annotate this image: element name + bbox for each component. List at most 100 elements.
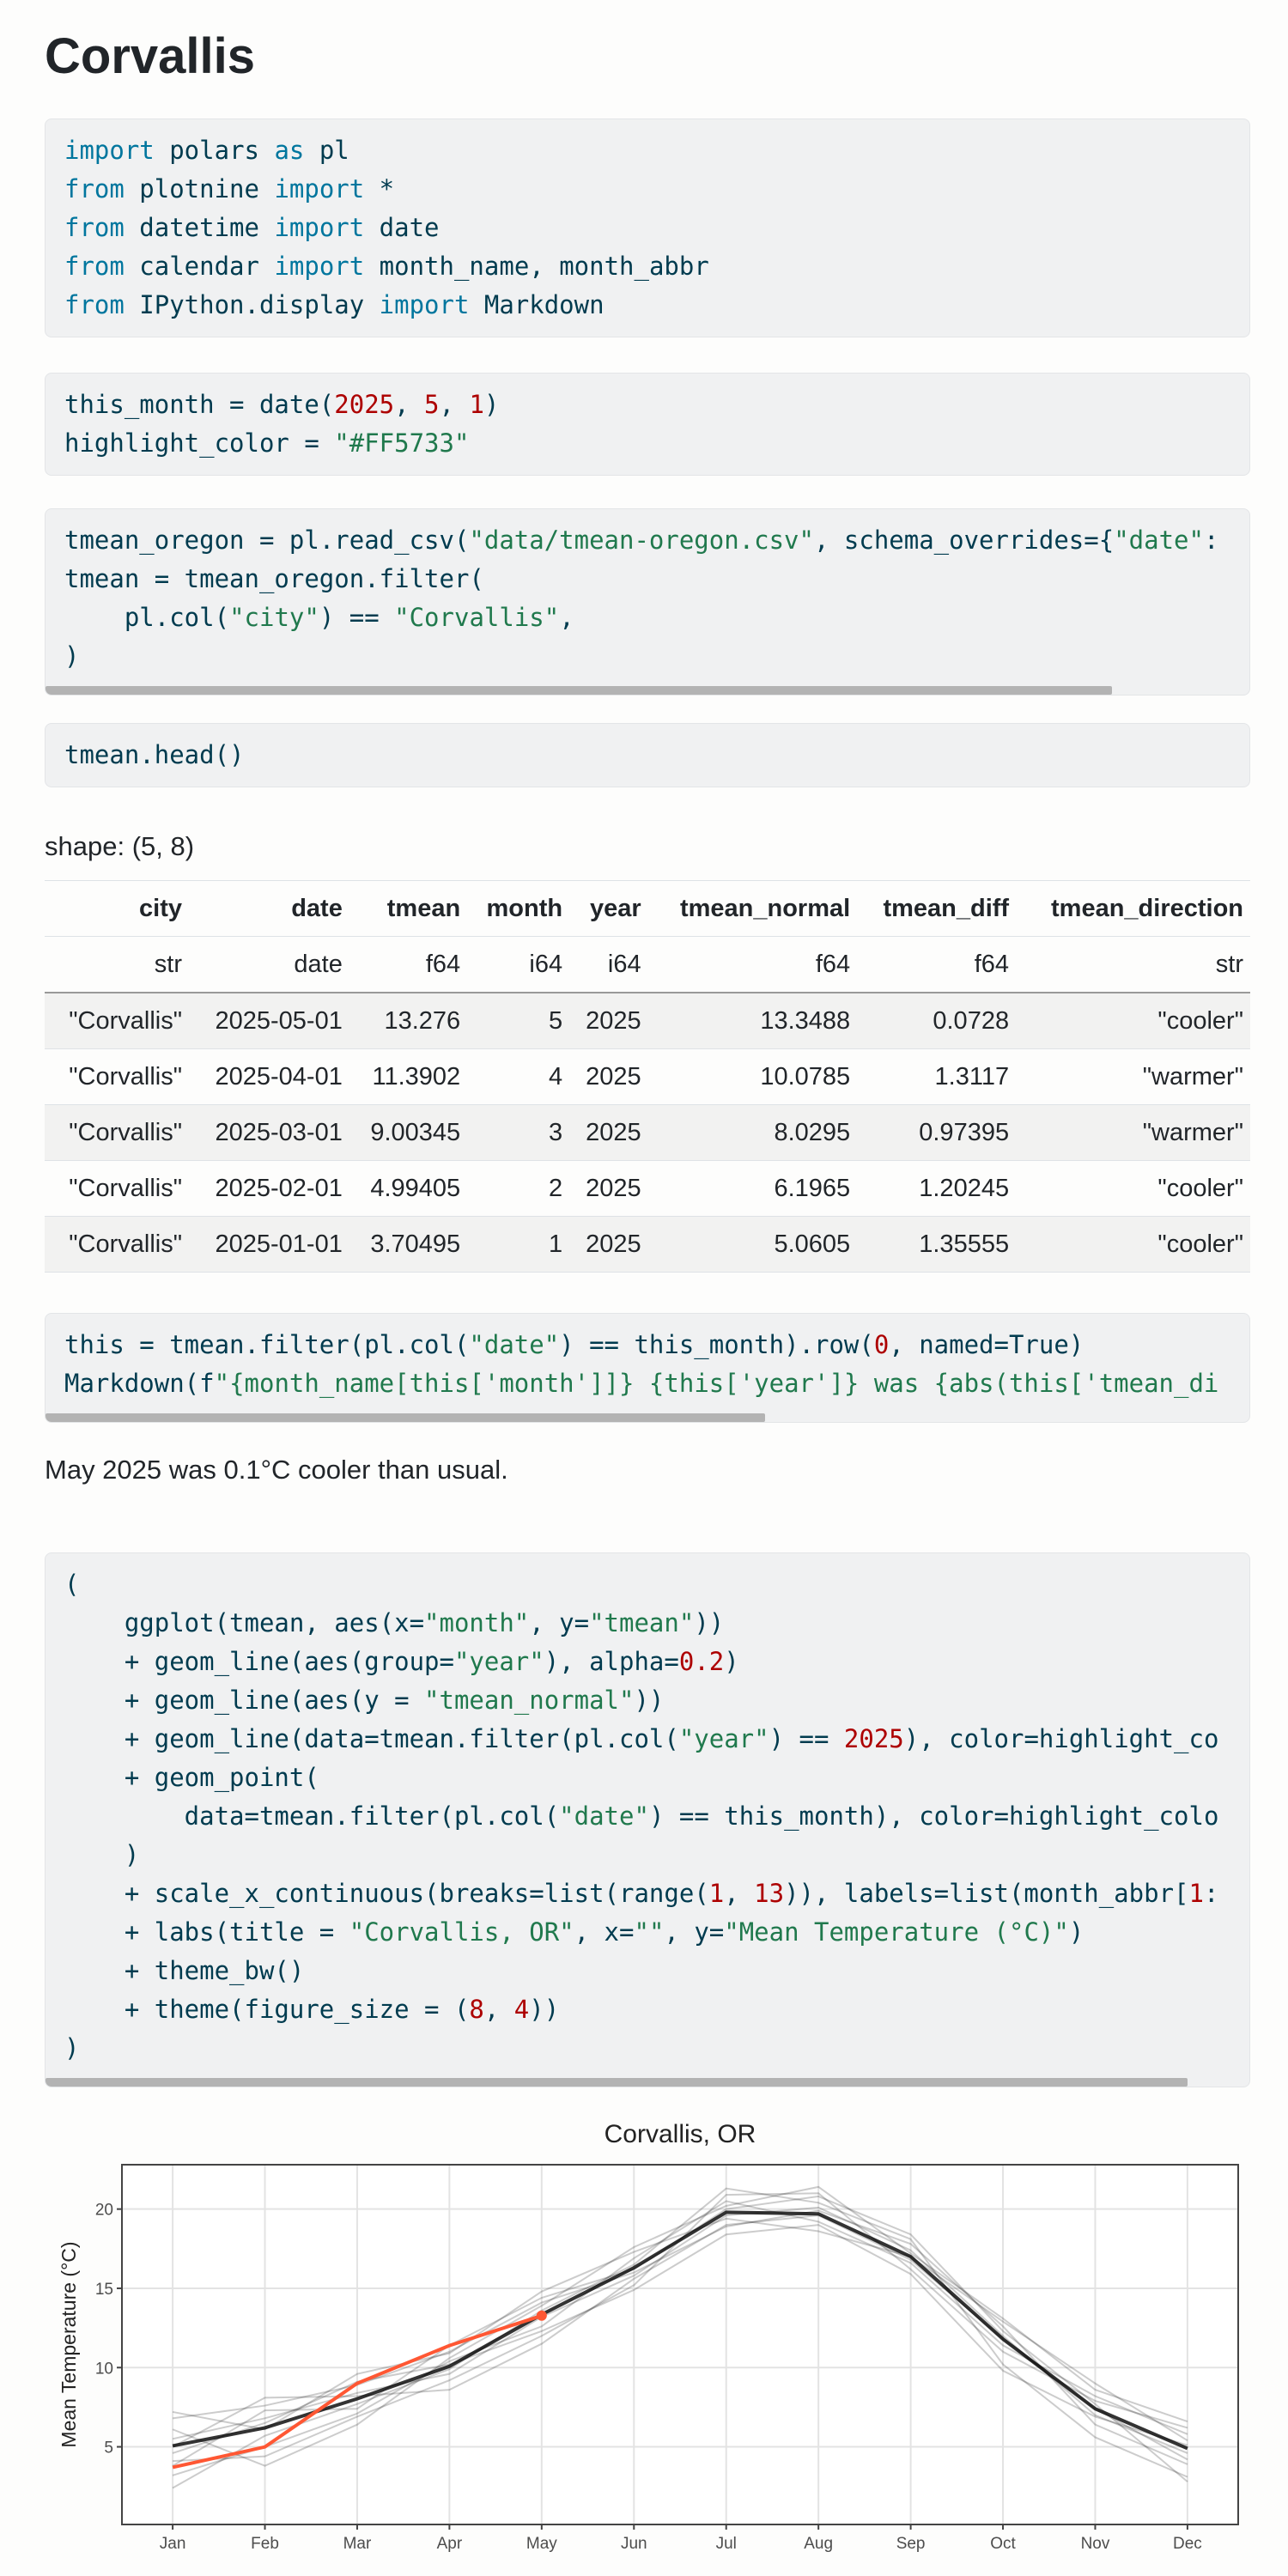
cell: 3 <box>548 1118 563 1146</box>
cell: "Corvallis" <box>69 1062 182 1091</box>
series-line <box>172 2187 1188 2489</box>
code-line: ggplot(tmean, aes(x="month", y="tmean")) <box>64 1608 725 1637</box>
cell: 13.276 <box>384 1006 461 1035</box>
table-row: "Corvallis" 2025-01-01 3.70495 1 2025 5.0605 1… <box>45 1216 1250 1273</box>
code-line: + geom_line(aes(group="year"), alpha=0.2… <box>64 1647 739 1676</box>
code-line: Markdown(f"{month_name[this['month']]} {… <box>64 1369 1219 1398</box>
table-wrap: city date tmean month year tmean_normal tmean_… <box>45 880 1250 1273</box>
data-table: city date tmean month year tmean_normal tmean_… <box>45 880 1250 1273</box>
x-tick-label: Sep <box>896 2535 926 2553</box>
code-block: this = tmean.filter(pl.col("date") == th… <box>45 1313 1250 1423</box>
scrollbar <box>46 686 1112 695</box>
cell: 2025 <box>586 1062 641 1091</box>
x-tick-label: Feb <box>251 2535 279 2553</box>
cell: 2025-04-01 <box>215 1062 343 1091</box>
cell: 6.1965 <box>774 1174 851 1202</box>
chart-title: Corvallis, OR <box>605 2120 756 2148</box>
code-line: import polars as pl <box>64 136 349 165</box>
series-line <box>172 2210 1188 2451</box>
series-line <box>172 2224 1188 2454</box>
y-axis-label: Mean Temperature (°C) <box>58 2241 80 2447</box>
cell: 2025-03-01 <box>215 1118 343 1146</box>
cell: "Corvallis" <box>69 1230 182 1258</box>
cell: "warmer" <box>1142 1062 1243 1091</box>
y-tick-label: 15 <box>95 2281 113 2299</box>
code-line: tmean_oregon = pl.read_csv("data/tmean-o… <box>64 526 1219 555</box>
cell: 5 <box>548 1006 563 1035</box>
table-row: "Corvallis" 2025-02-01 4.99405 2 2025 6.1965 1… <box>45 1160 1250 1217</box>
x-tick-label: Jun <box>621 2535 647 2553</box>
chart: Corvallis, OR Mean Temperature (°C) 5 10 15 2… <box>58 2120 1239 2553</box>
code-line: + scale_x_continuous(breaks=list(range(1… <box>64 1879 1219 1908</box>
code-line: ) <box>64 1840 140 1869</box>
cell: "Corvallis" <box>69 1118 182 1146</box>
dtype: i64 <box>607 950 641 978</box>
column-header: date <box>291 894 343 922</box>
cell: "Corvallis" <box>69 1174 182 1202</box>
cell: "Corvallis" <box>69 1006 182 1035</box>
x-tick-label: Aug <box>804 2535 833 2553</box>
dtype: f64 <box>974 950 1010 978</box>
column-header: tmean <box>386 894 461 922</box>
code-line: ) <box>64 641 80 671</box>
cell: 5.0605 <box>774 1230 851 1258</box>
scrollbar <box>46 2078 1188 2087</box>
plot-border <box>121 2164 1239 2525</box>
x-tick-label: Oct <box>990 2535 1016 2553</box>
code-line: + geom_line(data=tmean.filter(pl.col("ye… <box>64 1724 1219 1753</box>
cell: "cooler" <box>1157 1174 1243 1202</box>
cell: 2025-01-01 <box>215 1230 343 1258</box>
shape-label: shape: (5, 8) <box>45 831 195 861</box>
cell: 8.0295 <box>774 1118 851 1146</box>
dtype: i64 <box>529 950 563 978</box>
code-line: from calendar import month_name, month_a… <box>64 252 709 281</box>
column-header: city <box>139 894 182 922</box>
code-block: this_month = date(2025, 5, 1) highlight_c… <box>45 373 1250 476</box>
cell: 4.99405 <box>370 1174 461 1202</box>
column-header: tmean_normal <box>679 894 851 922</box>
code-block: tmean_oregon = pl.read_csv("data/tmean-o… <box>45 508 1250 696</box>
code-line: highlight_color = "#FF5733" <box>64 428 470 458</box>
y-tick-label: 5 <box>104 2439 113 2458</box>
cell: 2025-05-01 <box>215 1006 343 1035</box>
y-tick-label: 10 <box>95 2360 113 2378</box>
code-line: + theme(figure_size = (8, 4)) <box>64 1995 560 2024</box>
cell: 2025 <box>586 1174 641 1202</box>
code-line: pl.col("city") == "Corvallis", <box>64 603 574 632</box>
code-line: tmean = tmean_oregon.filter( <box>64 564 484 593</box>
dtype: f64 <box>815 950 851 978</box>
code-line: + geom_line(aes(y = "tmean_normal")) <box>64 1686 665 1715</box>
data-point <box>536 2310 547 2321</box>
column-header: month <box>486 894 563 922</box>
code-line: from plotnine import * <box>64 174 395 204</box>
dtype: date <box>294 950 343 978</box>
cell: 3.70495 <box>370 1230 461 1258</box>
cell: 0.0728 <box>933 1006 1010 1035</box>
code-block: ( ggplot(tmean, aes(x="month", y="tmean"… <box>45 1552 1250 2087</box>
x-tick-label: Dec <box>1173 2535 1202 2553</box>
code-line: ( <box>64 1570 80 1599</box>
series-line <box>172 2209 1188 2465</box>
cell: 11.3902 <box>372 1062 461 1091</box>
cell: 10.0785 <box>760 1062 851 1091</box>
series-line <box>172 2200 1188 2476</box>
x-tick-label: May <box>526 2535 557 2553</box>
dtype-row: str date f64 i64 i64 f64 f64 str <box>45 937 1250 993</box>
cell: 1 <box>548 1230 563 1258</box>
column-header: year <box>589 894 641 922</box>
summary: May 2025 was 0.1°C cooler than usual. <box>45 1455 508 1485</box>
x-tick-label: Nov <box>1081 2535 1110 2553</box>
x-tick-label: Jan <box>160 2535 186 2553</box>
column-header: tmean_direction <box>1051 894 1243 922</box>
header-row: city date tmean month year tmean_normal tmean_… <box>45 880 1250 937</box>
cell: 0.97395 <box>919 1118 1010 1146</box>
cell: 2025 <box>586 1118 641 1146</box>
doc-title: Corvallis <box>45 28 255 84</box>
cell: 4 <box>548 1062 563 1091</box>
table-row: "Corvallis" 2025-05-01 13.276 5 2025 13.3488 0… <box>45 993 1250 1049</box>
table-row: "Corvallis" 2025-03-01 9.00345 3 2025 8.0295 0… <box>45 1104 1250 1161</box>
code-line: + labs(title = "Corvallis, OR", x="", y=… <box>64 1917 1084 1947</box>
x-tick-label: Apr <box>437 2535 463 2553</box>
dtype: str <box>154 950 182 978</box>
